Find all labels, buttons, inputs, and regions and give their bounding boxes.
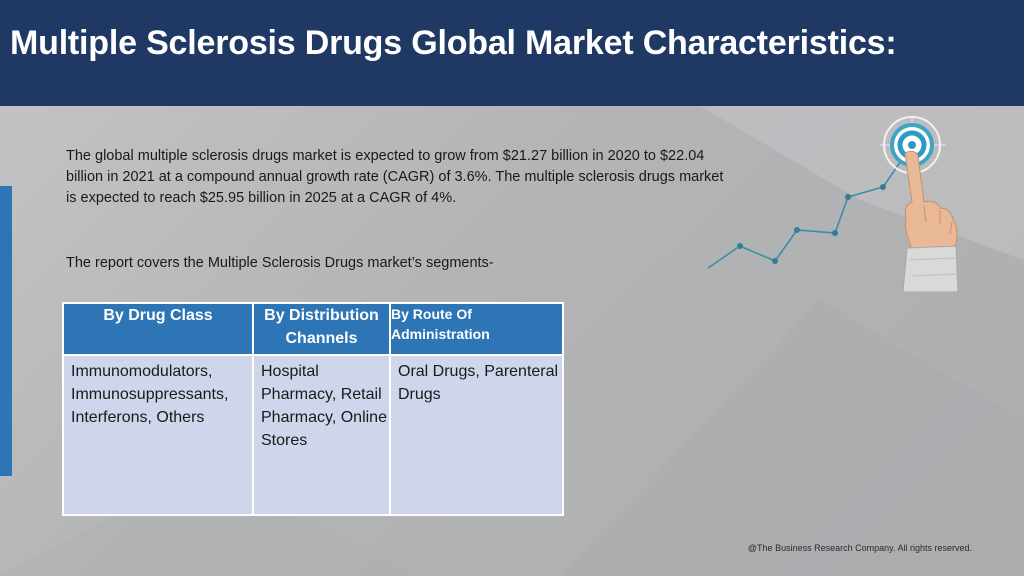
header-distribution-channels: By Distribution Channels xyxy=(252,302,391,356)
accent-bar xyxy=(0,186,12,476)
hand-pointing-target-growth-chart-icon xyxy=(707,116,959,293)
cell-distribution-channels: Hospital Pharmacy, Retail Pharmacy, Onli… xyxy=(252,354,391,516)
header-route-of-administration: By Route Of Administration xyxy=(389,302,564,356)
copyright-footer: @The Business Research Company. All righ… xyxy=(747,543,972,553)
segments-intro-text: The report covers the Multiple Sclerosis… xyxy=(66,255,494,271)
segments-table: By Drug Class By Distribution Channels B… xyxy=(62,302,564,516)
market-intro-text: The global multiple sclerosis drugs mark… xyxy=(66,148,724,206)
header-drug-class: By Drug Class xyxy=(62,302,254,356)
cell-route-of-administration: Oral Drugs, Parenteral Drugs xyxy=(389,354,564,516)
page-title: Multiple Sclerosis Drugs Global Market C… xyxy=(10,24,897,62)
table-header-row: By Drug Class By Distribution Channels B… xyxy=(62,302,564,356)
cell-drug-class: Immunomodulators, Immunosuppressants, In… xyxy=(62,354,254,516)
header-banner: Multiple Sclerosis Drugs Global Market C… xyxy=(0,0,1024,106)
table-row: Immunomodulators, Immunosuppressants, In… xyxy=(62,354,564,516)
